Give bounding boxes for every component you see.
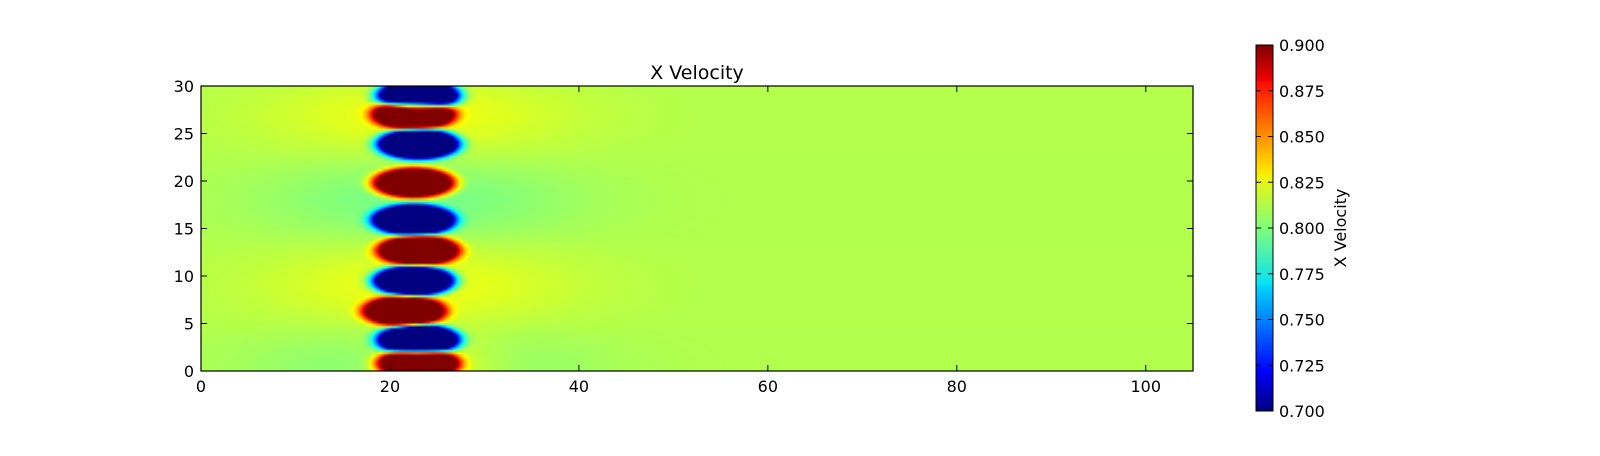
x-tick-label: 100 bbox=[1130, 377, 1161, 396]
heatmap-plot-area bbox=[201, 86, 1193, 371]
y-tick-label: 5 bbox=[184, 315, 194, 334]
x-axis: 0 20 40 60 80 100 bbox=[196, 86, 1161, 396]
y-tick-label: 20 bbox=[174, 172, 194, 191]
y-tick-label: 10 bbox=[174, 267, 194, 286]
x-tick-label: 20 bbox=[380, 377, 400, 396]
heatmap-image bbox=[201, 86, 1193, 371]
y-tick-label: 15 bbox=[174, 220, 194, 239]
colorbar-tick-label: 0.725 bbox=[1279, 356, 1325, 375]
x-tick-label: 80 bbox=[947, 377, 967, 396]
y-tick-label: 25 bbox=[174, 125, 194, 144]
colorbar-label: X Velocity bbox=[1331, 189, 1350, 268]
colorbar-tick-label: 0.750 bbox=[1279, 311, 1325, 330]
colorbar-tick-label: 0.825 bbox=[1279, 173, 1325, 192]
y-tick-label: 30 bbox=[174, 77, 194, 96]
colorbar-tick-label: 0.800 bbox=[1279, 219, 1325, 238]
x-tick-label: 40 bbox=[569, 377, 589, 396]
x-tick-label: 0 bbox=[196, 377, 206, 396]
x-tick-label: 60 bbox=[758, 377, 778, 396]
chart-title: X Velocity bbox=[650, 62, 744, 84]
colorbar-ticks: 0.700 0.725 0.750 0.775 0.800 0.825 0.850 0.875… bbox=[1256, 36, 1325, 421]
colorbar-tick-label: 0.775 bbox=[1279, 265, 1325, 284]
colorbar-tick-label: 0.900 bbox=[1279, 36, 1325, 55]
colorbar-tick-label: 0.875 bbox=[1279, 82, 1325, 101]
colorbar-tick-label: 0.850 bbox=[1279, 128, 1325, 147]
colorbar-tick-label: 0.700 bbox=[1279, 402, 1325, 421]
y-axis: 0 5 10 15 20 25 30 bbox=[174, 77, 1193, 381]
y-tick-label: 0 bbox=[184, 362, 194, 381]
